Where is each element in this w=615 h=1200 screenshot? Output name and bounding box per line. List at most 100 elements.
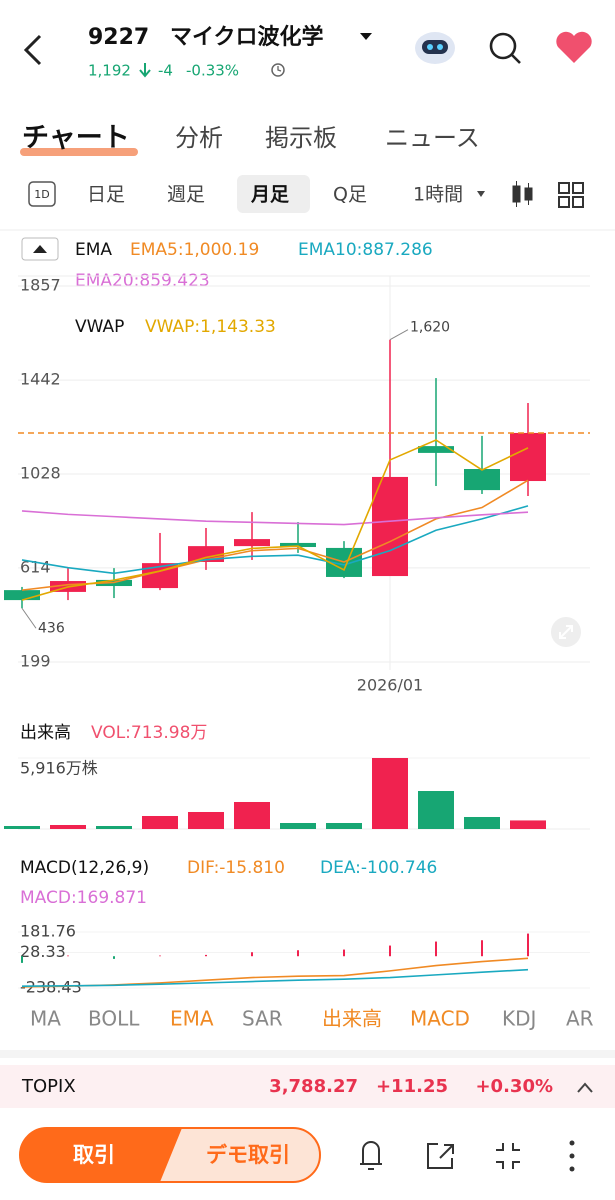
change: -4 [158, 62, 173, 80]
indicator-tabs: MA BOLL EMA SAR 出来高 MACD KDJ AR [30, 1007, 594, 1031]
tab[interactable]: チャート [22, 123, 130, 154]
indicator-line [21, 510, 529, 526]
volume-bar [464, 816, 500, 829]
period-caret [477, 191, 485, 197]
volume-legend: VOL:713.98万 [91, 723, 207, 743]
legend-item: DEA:-100.746 [320, 858, 437, 878]
separator [0, 1050, 615, 1058]
tab[interactable]: 分析 [175, 124, 223, 152]
collapse-button[interactable] [21, 237, 59, 261]
indicator-tab[interactable]: EMA [170, 1007, 214, 1031]
trade-button[interactable] [20, 1128, 182, 1182]
indicator-line [21, 505, 529, 575]
indicator-tab[interactable]: AR [566, 1007, 594, 1031]
indicator-tab[interactable]: KDJ [502, 1007, 536, 1031]
indicator-tab[interactable]: MACD [410, 1007, 470, 1031]
tab[interactable]: ニュース [385, 124, 480, 152]
legend-item: EMA10:887.286 [298, 240, 433, 260]
indicator-name: EMA [75, 240, 112, 260]
period[interactable]: Q足 [333, 184, 367, 206]
indicator-line [21, 479, 529, 591]
expand-caret[interactable] [577, 1082, 593, 1093]
y-tick-label: 199 [20, 652, 51, 671]
fullscreen-icon[interactable] [496, 1143, 520, 1169]
period-box [28, 181, 56, 207]
share-icon[interactable] [427, 1143, 454, 1169]
indicator-tab[interactable]: SAR [242, 1007, 283, 1031]
volume-bar [326, 822, 362, 829]
price: 1,192 [88, 62, 131, 80]
legend-item: MACD:169.871 [20, 888, 147, 908]
period[interactable]: 1時間 [413, 184, 463, 206]
y-tick-label: 1857 [20, 276, 61, 295]
volume-bar [280, 822, 316, 829]
volume-bar [142, 816, 178, 829]
layout-icon[interactable] [558, 182, 584, 208]
indicator-line [21, 957, 529, 988]
low-label: 436 [38, 620, 65, 636]
volume-chart: 5,916万株 [4, 757, 590, 830]
candle-body [234, 539, 270, 547]
clock-icon [271, 63, 285, 77]
tab-underline [20, 148, 138, 156]
period[interactable]: 1D [34, 188, 49, 201]
indicator-tab[interactable]: 出来高 [322, 1007, 382, 1031]
back-button[interactable] [23, 34, 42, 66]
y-tick-label: 1028 [20, 464, 61, 483]
topix-change: +11.25 [376, 1076, 448, 1097]
indicator-tab[interactable]: BOLL [88, 1007, 140, 1031]
volume-bar [96, 825, 132, 829]
y-tick-label: 5,916万株 [20, 759, 98, 778]
legend-item: DIF:-15.810 [187, 858, 285, 878]
indicator-tab[interactable]: MA [30, 1007, 61, 1031]
candle-body [4, 590, 40, 601]
volume-bar [510, 820, 546, 829]
legend-item: EMA20:859.423 [75, 271, 210, 291]
demo-label: デモ取引 [206, 1143, 290, 1167]
candle-body [464, 469, 500, 491]
candle-body [372, 476, 408, 577]
stock-code: 9227 [88, 25, 149, 50]
topix-bar[interactable] [0, 1065, 615, 1108]
indicator-line [21, 439, 529, 601]
change-pct: -0.33% [186, 62, 239, 80]
assistant-icon[interactable] [415, 32, 455, 64]
volume-bar [418, 791, 454, 829]
y-tick-label: 28.33 [20, 942, 66, 961]
candle-body [418, 446, 454, 453]
high-pointer [389, 329, 409, 341]
volume-bar [50, 825, 86, 829]
y-tick-label: 1442 [20, 370, 61, 389]
legend-item: EMA5:1,000.19 [130, 240, 259, 260]
x-tick-label: 2026/01 [357, 676, 423, 695]
candle-type-icon[interactable] [512, 181, 533, 207]
alert-icon[interactable] [360, 1141, 382, 1170]
volume-bar [188, 811, 224, 829]
period-selected-bg [237, 175, 310, 213]
more-icon[interactable] [569, 1140, 575, 1172]
topix-name: TOPIX [21, 1076, 76, 1097]
tab[interactable]: 掲示板 [265, 124, 337, 152]
period[interactable]: 日足 [87, 184, 125, 206]
trade-label: 取引 [73, 1143, 115, 1167]
period[interactable]: 週足 [167, 184, 205, 206]
volume-bar [372, 758, 408, 829]
volume-bar [234, 801, 270, 829]
macd-title: MACD(12,26,9) [20, 858, 149, 878]
clock-hand [277, 66, 282, 72]
volume-title: 出来高 [20, 723, 71, 743]
topix-value: 3,788.27 [269, 1076, 358, 1097]
legend-item: VWAP:1,143.33 [145, 317, 276, 337]
stock-name[interactable]: マイクロ波化学 [170, 24, 324, 50]
name-caret[interactable] [360, 33, 372, 40]
low-pointer [21, 607, 37, 629]
y-tick-label: 181.76 [20, 922, 76, 941]
favorite-icon[interactable] [556, 31, 592, 63]
high-label: 1,620 [410, 320, 450, 336]
period[interactable]: 月足 [250, 184, 290, 206]
search-icon[interactable] [489, 32, 517, 60]
volume-bar [4, 825, 40, 829]
zoom-arrows [559, 625, 573, 639]
